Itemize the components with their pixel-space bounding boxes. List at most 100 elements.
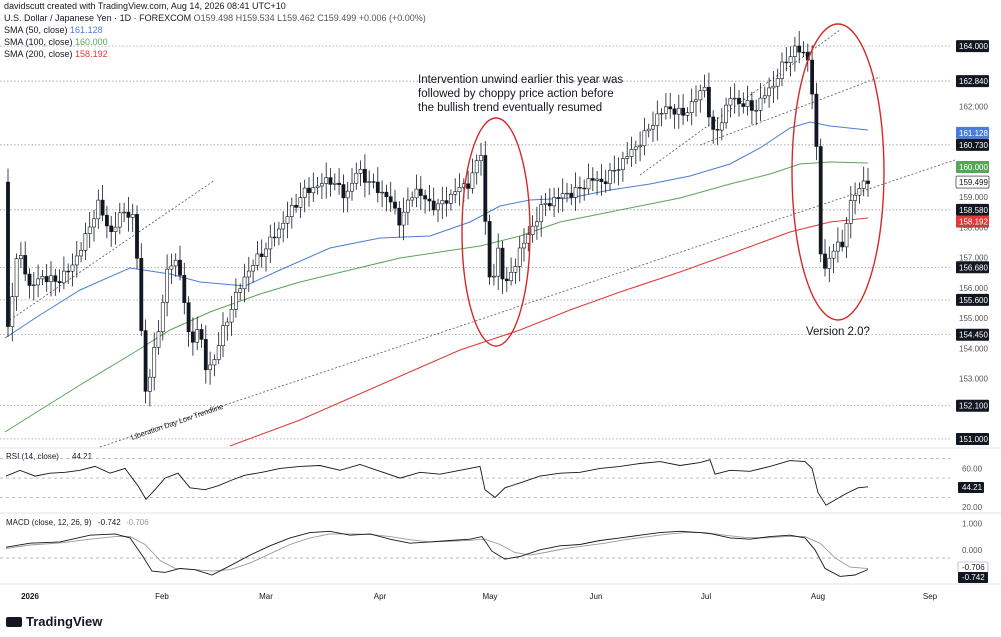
candle-body-148: [642, 130, 647, 147]
candle-body-58: [255, 253, 260, 266]
candle-body-81: [354, 172, 359, 184]
candle-body-165: [715, 129, 720, 131]
signal-value: -0.706: [126, 518, 149, 527]
candles: [6, 30, 870, 407]
candle-body-170: [737, 97, 741, 104]
candle-body-84: [367, 181, 372, 183]
time-tick-2: Mar: [259, 592, 273, 601]
candle-body-60: [264, 248, 268, 257]
rsi-value-tag-bg: [958, 482, 984, 493]
candle-body-156: [676, 107, 681, 115]
time-tick-8: Sep: [923, 592, 938, 601]
candle-body-47: [208, 364, 213, 371]
credit-line: davidscutt created with TradingView.com,…: [4, 1, 286, 11]
price-tag-bg-9: [956, 215, 989, 228]
candle-body-78: [341, 184, 346, 199]
candle-body-131: [569, 192, 574, 198]
candle-body-59: [259, 253, 264, 257]
candle-body-85: [371, 181, 376, 183]
price-axis: 164.000 162.840 162.000 161.128 160.730 160.0…: [955, 40, 990, 445]
symbol-name: U.S. Dollar / Japanese Yen · 1D · FOREXC…: [4, 13, 192, 23]
tradingview-logo[interactable]: TradingView: [6, 614, 102, 629]
price-tick-2: 162.000: [959, 103, 988, 112]
candle-body-178: [771, 85, 776, 89]
candle-body-54: [238, 288, 243, 293]
candle-body-118: [513, 266, 518, 273]
candle-body-34: [152, 347, 157, 378]
candle-body-137: [595, 178, 600, 181]
candle-body-7: [36, 278, 41, 286]
candle-body-28: [126, 211, 131, 218]
candle-body-5: [27, 273, 32, 286]
candle-body-169: [732, 97, 737, 100]
candle-body-157: [681, 107, 686, 116]
candle-body-147: [638, 145, 643, 148]
candle-body-22: [100, 199, 105, 216]
candle-body-8: [40, 276, 45, 280]
candle-body-90: [393, 201, 397, 209]
candle-body-139: [603, 181, 608, 185]
candle-body-158: [685, 112, 690, 116]
time-tick-4: May: [482, 592, 497, 601]
price-tag-5: 160.000: [959, 163, 988, 172]
candle-body-32: [143, 330, 148, 392]
sma50-label: SMA (50, close): [4, 25, 68, 35]
candle-body-53: [234, 291, 238, 310]
candle-body-128: [556, 197, 561, 199]
candle-body-99: [431, 200, 436, 211]
sma100-line: [4, 161, 869, 433]
candle-body-173: [749, 100, 754, 111]
candle-body-112: [487, 221, 492, 278]
price-tag-bg-6: [955, 175, 990, 189]
tradingview-logo-text: TradingView: [26, 614, 103, 629]
sma100-legend: SMA (100, close) 160.000: [4, 36, 704, 48]
candle-body-145: [629, 149, 634, 157]
candle-body-181: [784, 61, 789, 64]
rsi-tick-0: 60.00: [962, 464, 983, 473]
price-tag-bg-4: [956, 138, 989, 151]
candle-body-177: [767, 87, 772, 97]
candle-body-72: [315, 185, 320, 188]
candle-body-83: [362, 168, 367, 183]
candle-body-97: [423, 195, 428, 200]
candle-body-161: [698, 90, 703, 101]
candle-body-164: [711, 116, 716, 130]
candle-body-193: [835, 241, 840, 252]
candle-body-123: [534, 221, 539, 227]
trendline-left: [9, 179, 216, 321]
candle-body-200: [866, 180, 870, 184]
candle-body-0: [6, 181, 10, 327]
candle-body-68: [298, 197, 303, 208]
candle-body-136: [590, 178, 595, 181]
candle-body-15: [70, 264, 75, 272]
rsi-line: [5, 459, 869, 506]
candle-body-155: [672, 108, 677, 115]
candle-body-40: [178, 259, 182, 276]
candle-body-39: [173, 259, 178, 267]
candle-body-111: [483, 155, 488, 222]
price-tag-bg-16: [956, 328, 989, 341]
candle-body-198: [857, 188, 862, 196]
candle-body-76: [332, 182, 337, 185]
candle-body-197: [853, 194, 858, 201]
candle-body-6: [31, 284, 36, 286]
sma200-legend: SMA (200, close) 158.192: [4, 48, 704, 60]
candle-body-187: [810, 59, 815, 95]
price-tag-19: 152.100: [959, 402, 988, 411]
price-tick-17: 154.000: [959, 344, 988, 353]
sma50-line: [4, 121, 869, 339]
candle-body-166: [719, 122, 724, 131]
highlight-ellipses: [461, 23, 885, 347]
candle-body-35: [156, 331, 161, 348]
candle-body-31: [139, 258, 144, 331]
candle-body-63: [276, 228, 281, 239]
price-tag-bg-12: [956, 261, 989, 274]
candle-body-149: [646, 128, 651, 132]
candle-body-23: [105, 214, 109, 227]
candle-body-159: [689, 101, 694, 114]
candle-body-37: [165, 268, 170, 303]
sma100-value: 160.000: [75, 37, 108, 47]
candle-body-13: [61, 270, 66, 284]
